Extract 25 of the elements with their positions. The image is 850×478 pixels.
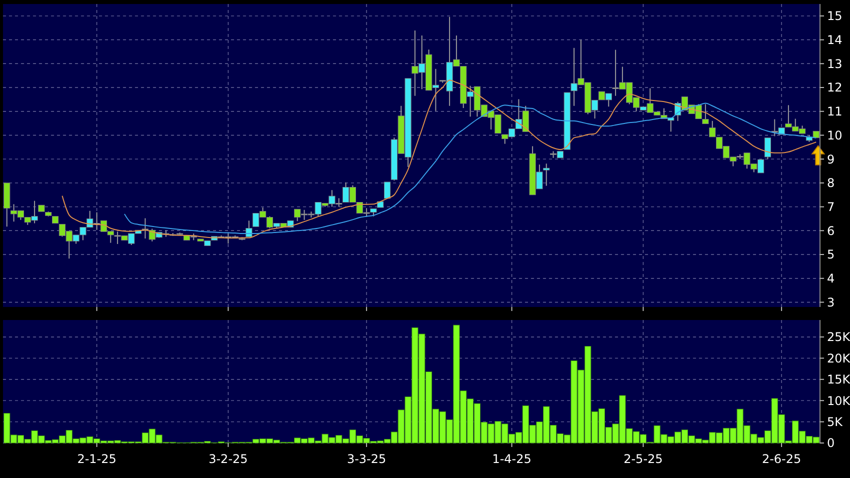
y-tick-label: 25K (827, 330, 850, 344)
y-tick-label: 10 (827, 128, 842, 142)
x-tick-label: 2-5-25 (624, 452, 663, 466)
x-tick-label: 3-2-25 (208, 452, 248, 466)
y-tick-label: 4 (827, 272, 835, 286)
y-tick-label: 5 (827, 248, 835, 262)
y-tick-label: 9 (827, 152, 835, 166)
y-tick-label: 8 (827, 176, 835, 190)
y-tick-label: 10K (827, 394, 850, 408)
x-tick-label: 1-4-25 (492, 452, 532, 466)
y-tick-label: 0 (827, 436, 835, 450)
y-tick-label: 14 (827, 32, 842, 47)
y-tick-label: 13 (827, 56, 842, 71)
x-tick-label: 2-6-25 (762, 452, 802, 466)
y-tick-label: 12 (827, 80, 842, 95)
y-tick-label: 3 (827, 295, 835, 310)
y-tick-label: 11 (827, 104, 842, 119)
y-tick-label: 7 (827, 200, 835, 214)
x-tick-label: 3-3-25 (346, 452, 386, 466)
y-tick-label: 15K (827, 372, 850, 387)
y-tick-label: 6 (827, 224, 835, 238)
y-tick-label: 20K (827, 351, 850, 366)
y-tick-label: 5K (827, 414, 844, 429)
y-tick-label: 15 (827, 9, 842, 24)
x-tick-label: 2-1-25 (77, 452, 116, 466)
